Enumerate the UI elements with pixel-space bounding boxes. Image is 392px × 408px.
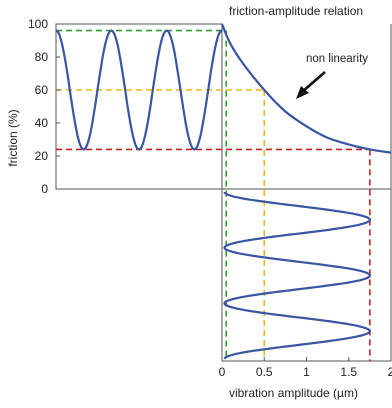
y-tick-label: 40 <box>35 116 49 130</box>
y-tick-label: 100 <box>28 17 48 31</box>
y-tick-label: 20 <box>35 149 49 163</box>
x-tick-label: 0 <box>219 365 226 379</box>
y-tick-label: 0 <box>41 182 48 196</box>
y-tick-label: 60 <box>35 83 49 97</box>
vibration-amplitude-line <box>223 191 372 360</box>
non-linearity-annotation: non linearity <box>306 53 368 65</box>
friction-amplitude-curve <box>220 23 392 154</box>
x-axis-label: vibration amplitude (µm) <box>229 386 358 400</box>
chart-title: friction-amplitude relation <box>229 4 363 18</box>
y-tick-label: 80 <box>35 50 49 64</box>
non-linearity-arrow <box>296 71 326 99</box>
friction-oscillation-line <box>55 29 223 151</box>
y-axis-label: friction (%) <box>6 109 20 166</box>
x-tick-label: 0.5 <box>256 365 273 379</box>
friction-time-frame <box>55 23 223 190</box>
x-tick-label: 1 <box>303 365 310 379</box>
x-tick-label: 1.5 <box>340 365 357 379</box>
x-tick-label: 2 <box>388 365 392 379</box>
